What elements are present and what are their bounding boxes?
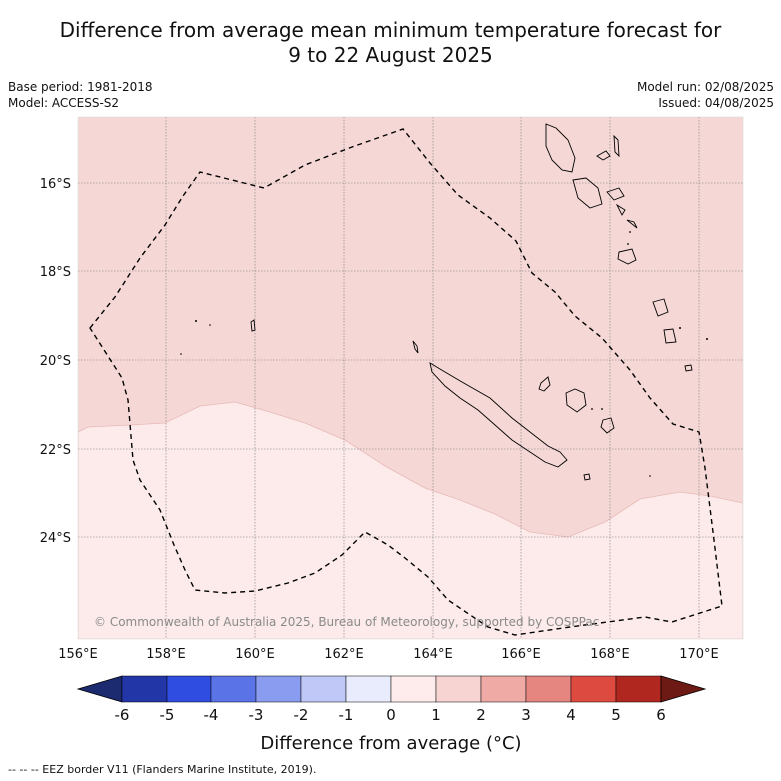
issued-date: Issued: 04/08/2025 — [658, 96, 774, 110]
colorbar-labels: -6 -5 -4 -3 -2 -1 0 1 2 3 4 5 6 — [115, 706, 666, 724]
colorbar-extend-high — [660, 675, 707, 703]
colorbar-title: Difference from average (°C) — [260, 733, 521, 754]
erromango-coast — [652, 298, 669, 317]
chart-title: Difference from average mean minimum tem… — [0, 18, 781, 68]
y-tick-16s: 16°S — [40, 177, 71, 192]
model-run: Model run: 02/08/2025 — [636, 80, 774, 94]
colorbar-label: 6 — [656, 706, 666, 724]
efate-coast — [617, 248, 637, 265]
colorbar-label: -4 — [204, 706, 219, 724]
colorbar-label: -1 — [339, 706, 354, 724]
tanna-coast — [663, 328, 677, 344]
colorbar-swatch-minus2-minus1 — [300, 675, 347, 703]
new-caledonia-coast — [429, 362, 568, 468]
colorbar: -6 -5 -4 -3 -2 -1 0 1 2 3 4 5 6 Differen… — [76, 675, 707, 754]
colorbar-swatch-minus3-minus2 — [255, 675, 302, 703]
model-name: Model: ACCESS-S2 — [8, 96, 120, 110]
x-tick-164e: 164°E — [413, 647, 453, 662]
colorbar-swatch-minus5-minus4 — [166, 675, 212, 703]
x-axis-ticks: 156°E 158°E 160°E 162°E 164°E 166°E 168°… — [58, 647, 719, 662]
title-line-1: Difference from average mean minimum tem… — [59, 18, 722, 42]
colorbar-swatch-1-2 — [435, 675, 482, 703]
anomaly-0-to-1-region — [78, 401, 743, 639]
ambrym-coast — [606, 187, 625, 201]
colorbar-label: 2 — [476, 706, 486, 724]
x-tick-158e: 158°E — [146, 647, 186, 662]
small-islands — [180, 231, 708, 477]
maewo-coast — [613, 134, 620, 158]
x-tick-160e: 160°E — [235, 647, 275, 662]
aneityum-coast — [684, 364, 693, 372]
map-area: © Commonwealth of Australia 2025, Bureau… — [78, 117, 743, 639]
espiritu-santo-coast — [545, 123, 576, 173]
eez-legend-footer: -- -- -- EEZ border V11 (Flanders Marine… — [8, 763, 317, 776]
map-frame — [77, 116, 744, 640]
colorbar-swatch-2-3 — [480, 675, 527, 703]
colorbar-extend-low — [76, 675, 123, 703]
colorbar-swatch-minus4-minus3 — [210, 675, 257, 703]
x-tick-168e: 168°E — [590, 647, 630, 662]
colorbar-swatch-0-1 — [390, 675, 437, 703]
colorbar-label: 5 — [611, 706, 621, 724]
title-line-2: 9 to 22 August 2025 — [288, 43, 493, 67]
malakula-coast — [572, 177, 603, 209]
coastlines — [250, 123, 693, 481]
y-tick-18s: 18°S — [40, 265, 71, 280]
colorbar-swatch-minus6-minus5 — [121, 675, 168, 703]
ambae-coast — [596, 150, 611, 161]
lifou-coast — [565, 388, 587, 413]
mare-coast — [600, 417, 615, 434]
y-tick-24s: 24°S — [40, 531, 71, 546]
colorbar-swatch-4-5 — [570, 675, 617, 703]
rennell-island-coast — [250, 319, 256, 332]
colorbar-swatch-3-4 — [525, 675, 572, 703]
belep-islands-coast — [412, 340, 419, 354]
graticule — [78, 117, 743, 639]
colorbar-label: 1 — [431, 706, 441, 724]
y-tick-22s: 22°S — [40, 443, 71, 458]
isle-of-pines-coast — [583, 473, 591, 481]
x-tick-162e: 162°E — [324, 647, 364, 662]
colorbar-swatch-5-6 — [615, 675, 662, 703]
copyright-text: © Commonwealth of Australia 2025, Bureau… — [94, 615, 599, 629]
x-tick-156e: 156°E — [58, 647, 98, 662]
colorbar-label: -3 — [249, 706, 264, 724]
colorbar-label: 3 — [521, 706, 531, 724]
meta-left: Base period: 1981-2018 Model: ACCESS-S2 — [8, 79, 153, 111]
x-tick-166e: 166°E — [501, 647, 541, 662]
colorbar-label: 0 — [386, 706, 396, 724]
y-axis-ticks: 16°S 18°S 20°S 22°S 24°S — [40, 177, 71, 546]
colorbar-label: -5 — [160, 706, 175, 724]
y-tick-20s: 20°S — [40, 354, 71, 369]
colorbar-label: 4 — [566, 706, 576, 724]
eez-border — [89, 128, 723, 636]
colorbar-swatch-minus1-0 — [345, 675, 392, 703]
colorbar-label: -6 — [115, 706, 130, 724]
colorbar-label: -2 — [294, 706, 309, 724]
x-tick-170e: 170°E — [679, 647, 719, 662]
base-period: Base period: 1981-2018 — [8, 80, 153, 94]
shepherd-islands-coast — [626, 219, 638, 229]
epi-coast — [615, 203, 626, 216]
meta-right: Model run: 02/08/2025 Issued: 04/08/2025 — [637, 79, 774, 111]
ouvea-coast — [538, 376, 551, 392]
